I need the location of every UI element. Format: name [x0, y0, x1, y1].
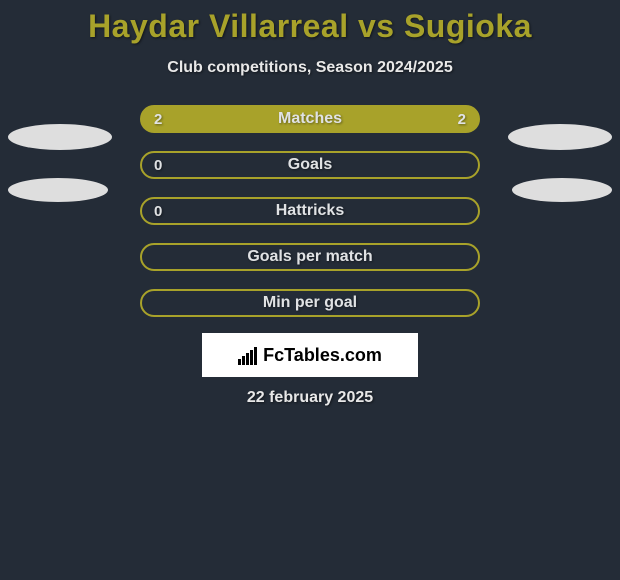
date-text: 22 february 2025 [0, 389, 620, 407]
stat-pill: Min per goal [140, 289, 480, 317]
stat-pill: Goals per match [140, 243, 480, 271]
bars-icon-bar [238, 359, 241, 365]
stat-value-right: 2 [458, 111, 466, 128]
stat-label: Matches [278, 110, 342, 128]
page-subtitle: Club competitions, Season 2024/2025 [0, 59, 620, 77]
comparison-infographic: Haydar Villarreal vs Sugioka Club compet… [0, 0, 620, 580]
bars-icon-bar [254, 347, 257, 365]
stat-label: Goals [288, 156, 332, 174]
stat-row: Hattricks 0 [0, 197, 620, 225]
bars-icon-bar [250, 350, 253, 365]
bars-icon-bar [246, 353, 249, 365]
stat-label: Min per goal [263, 294, 357, 312]
stat-pill: Matches 2 2 [140, 105, 480, 133]
stat-pill: Goals 0 [140, 151, 480, 179]
stat-value-left: 2 [154, 111, 162, 128]
stat-label: Hattricks [276, 202, 344, 220]
stat-value-left: 0 [154, 203, 162, 220]
stat-row: Matches 2 2 [0, 105, 620, 133]
stat-pill: Hattricks 0 [140, 197, 480, 225]
stat-row: Min per goal [0, 289, 620, 317]
stat-row: Goals 0 [0, 151, 620, 179]
logo-text: FcTables.com [263, 345, 382, 366]
stat-row: Goals per match [0, 243, 620, 271]
bars-icon-bar [242, 356, 245, 365]
source-logo: FcTables.com [202, 333, 418, 377]
stat-label: Goals per match [247, 248, 372, 266]
bars-icon [238, 345, 257, 365]
page-title: Haydar Villarreal vs Sugioka [0, 0, 620, 45]
stat-value-left: 0 [154, 157, 162, 174]
